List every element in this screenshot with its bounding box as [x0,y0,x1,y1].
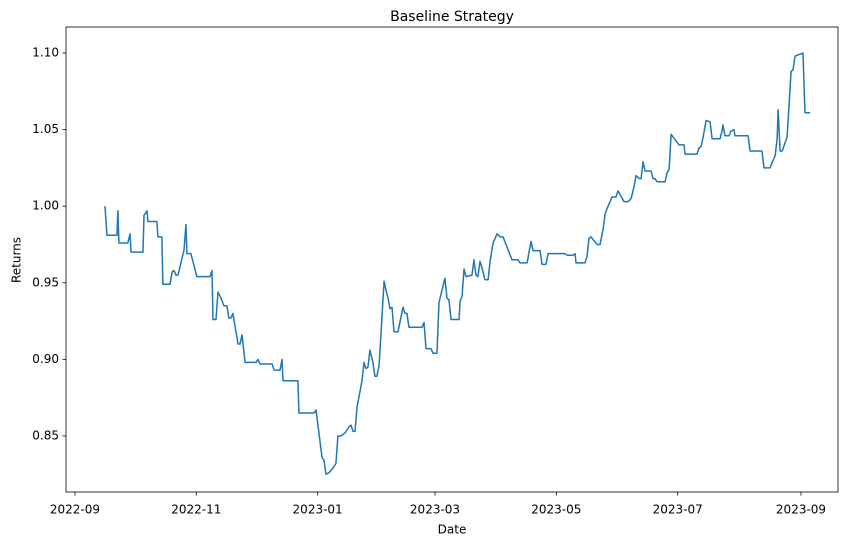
x-tick-label: 2023-09 [776,503,826,517]
chart-title: Baseline Strategy [390,9,514,25]
x-tick-label: 2023-07 [653,503,703,517]
y-axis-label: Returns [10,237,24,283]
y-tick-label: 1.05 [32,122,59,136]
data-line [104,52,811,475]
plot-frame [65,26,839,493]
x-tick-label: 2022-09 [50,503,100,517]
y-tick-label: 0.95 [32,275,59,289]
y-tick-label: 1.10 [32,46,59,60]
x-tick-label: 2022-11 [171,503,221,517]
x-axis-label: Date [438,523,467,537]
y-tick-label: 0.90 [32,352,59,366]
x-tick-label: 2023-05 [531,503,581,517]
x-tick-label: 2023-03 [410,503,460,517]
y-tick-label: 0.85 [32,428,59,442]
y-tick-label: 1.00 [32,199,59,213]
x-tick-label: 2023-01 [293,503,343,517]
